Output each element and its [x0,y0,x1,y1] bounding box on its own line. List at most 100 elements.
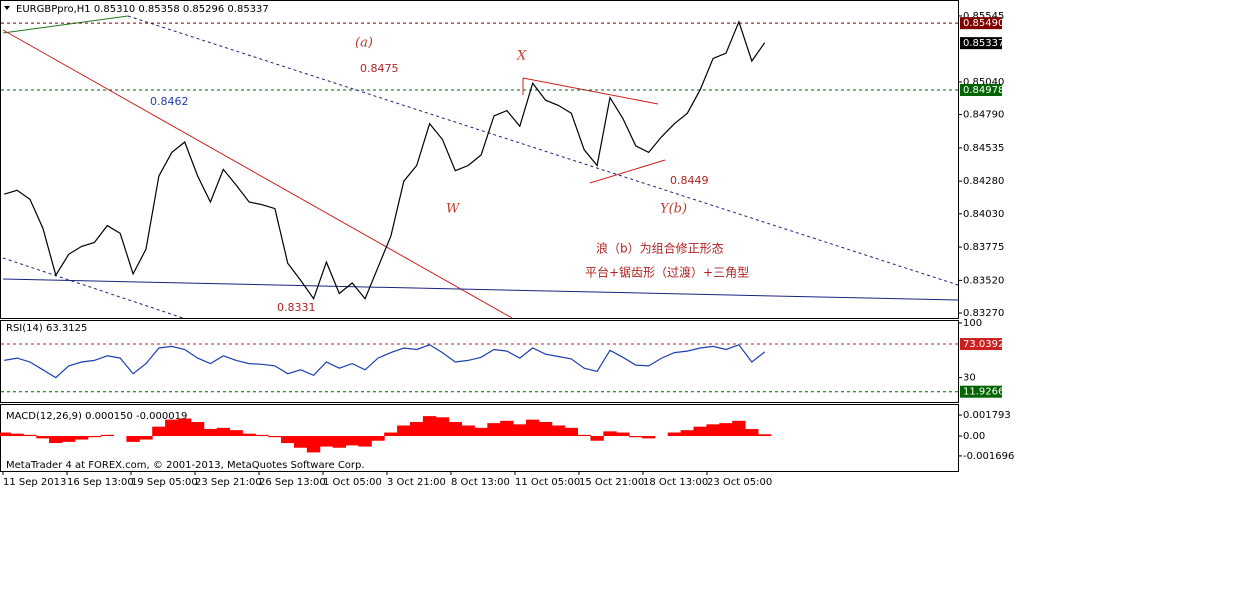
x-tick-label: 15 Oct 21:00 [579,477,644,488]
macd-bar [461,425,475,437]
macd-bar [397,425,411,437]
y-tick-label: 0.84535 [963,143,1004,154]
annotation: 0.8449 [670,174,709,187]
level-label: 0.85337 [963,38,1004,49]
x-tick-label: 16 Sep 13:00 [67,477,134,488]
level-label-box [960,338,1002,351]
x-tick-label: 8 Oct 13:00 [451,477,510,488]
y-tick-label: -0.001696 [963,451,1014,462]
level-label: 0.85490 [963,18,1004,29]
macd-bar [49,436,63,444]
rsi-header: RSI(14) 63.3125 [6,323,87,334]
macd-bar [409,421,424,437]
macd-bar [268,436,282,438]
annotation: (a) [355,36,373,51]
y-tick-label: 0.84280 [963,176,1004,187]
triangle-line [589,159,666,184]
macd-bar [706,424,720,437]
menu-arrow[interactable] [4,6,10,10]
macd-bar [525,419,540,437]
macd-bar [435,417,450,437]
macd-bar [177,418,192,437]
macd-bar [513,424,527,437]
x-tick-label: 26 Sep 13:00 [259,477,326,488]
macd-bar [203,429,218,437]
annotation: Y(b) [660,202,687,217]
macd-bar [61,436,76,442]
level-label: 11.92661 [963,387,1011,398]
macd-bar [126,436,140,442]
macd-bar [448,421,463,437]
trend-line [2,278,959,301]
macd-bar [577,434,591,437]
y-tick-label: 100 [963,318,982,329]
macd-bar [152,426,166,437]
macd-bar [474,427,488,437]
macd-bar [190,421,205,437]
macd-bar [74,436,89,440]
macd-bar [216,427,231,437]
copyright: MetaTrader 4 at FOREX.com, © 2001-2013, … [6,460,365,471]
annotation: 0.8331 [277,301,316,314]
macd-bar [422,416,437,437]
y-tick-label: 0.00 [963,431,985,442]
macd-bar [306,436,321,453]
macd-bar [384,432,398,437]
macd-bar [757,434,772,437]
macd-bar [345,436,359,446]
rsi-line [4,344,766,379]
macd-bar [255,434,269,437]
level-label-box [960,37,1002,50]
macd-bar [10,433,24,437]
x-tick-label: 11 Oct 05:00 [515,477,580,488]
macd-bar [319,436,334,447]
macd-bar [745,429,759,437]
level-label-box [960,17,1002,30]
trend-line [2,29,513,319]
macd-bar [732,420,746,437]
y-tick-label: 0.85040 [963,77,1004,88]
level-label: 73.03922 [963,339,1011,350]
y-tick-label: 0.83775 [963,242,1004,253]
macd-bar [293,436,308,448]
macd-bar [87,436,102,438]
y-tick-label: 0.84030 [963,209,1004,220]
annotation: 平台+锯齿形（过渡）+三角型 [585,265,749,280]
macd-bar [229,430,243,437]
y-tick-label: 0.85545 [963,11,1004,22]
x-tick-label: 19 Sep 05:00 [131,477,198,488]
trend-line [2,257,184,319]
macd-bar [564,427,579,437]
macd-bar [281,436,295,444]
macd-bar [242,433,256,437]
y-tick-label: 0.84790 [963,110,1004,121]
macd-bar [590,436,604,441]
macd-bar [641,436,656,439]
price-panel [0,0,959,319]
macd-header: MACD(12,26,9) 0.000150 -0.000019 [6,411,187,422]
y-tick-label: 0.83520 [963,275,1004,286]
level-label-box [960,385,1002,398]
annotation: 0.8462 [150,95,189,108]
macd-bar [100,434,115,437]
macd-bar [551,425,566,437]
annotation: 0.8475 [360,62,399,75]
level-label: 0.84978 [963,85,1004,96]
macd-bar [139,436,153,440]
macd-bar [538,421,553,437]
annotation: X [516,49,527,64]
symbol-header: EURGBPpro,H1 0.85310 0.85358 0.85296 0.8… [16,4,269,15]
price-line [4,20,766,300]
x-tick-label: 11 Sep 2013 [3,477,66,488]
x-tick-label: 3 Oct 21:00 [387,477,446,488]
macd-bar [36,436,50,439]
macd-bar [0,432,11,437]
triangle-line [522,77,659,105]
macd-bar [629,436,643,438]
annotation: W [446,202,461,217]
macd-bar [358,436,372,447]
macd-bar [500,420,514,437]
